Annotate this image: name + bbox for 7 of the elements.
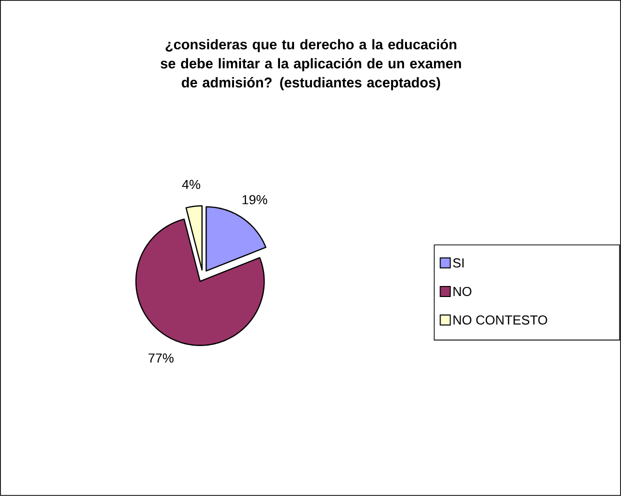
data-label: 19% — [242, 195, 268, 204]
legend-label: NO — [454, 286, 472, 296]
legend-label: SI — [453, 258, 464, 268]
legend-label: NO CONTESTO — [454, 316, 548, 325]
data-label: 77% — [148, 354, 174, 363]
data-label: 4% — [182, 180, 200, 190]
chart-title: ¿consideras que tu derecho a la educación se debe limitar a la aplicación de un examen de admisión? (estudiantes aceptados) — [160, 39, 461, 90]
